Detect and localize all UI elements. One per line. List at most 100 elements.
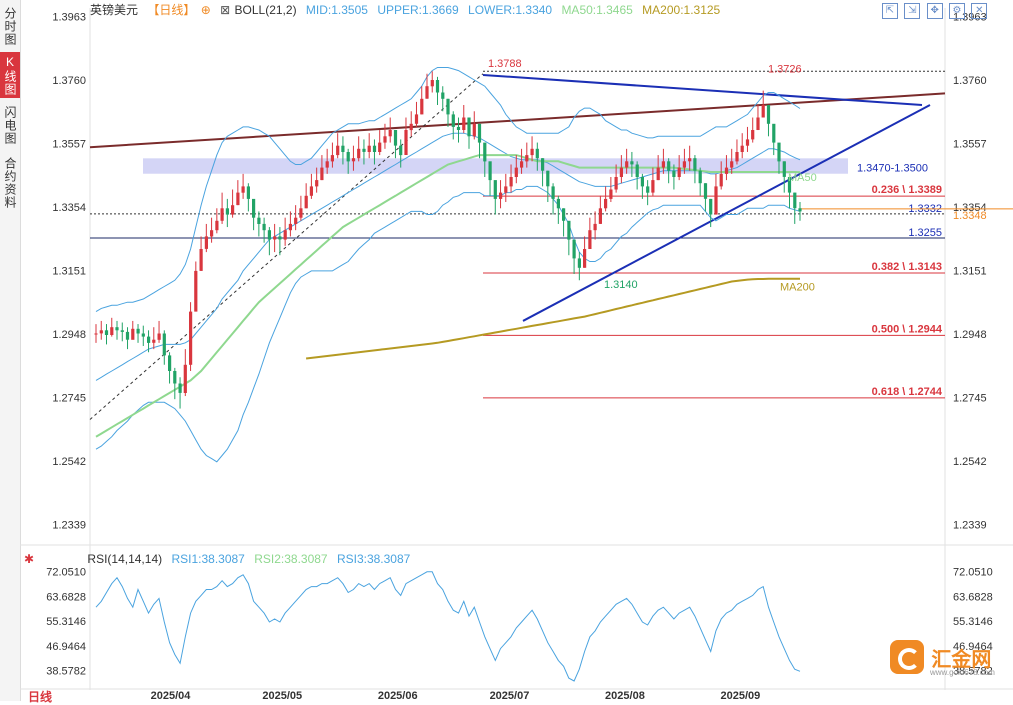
candle-body-97 (604, 198, 608, 209)
candle-body-71 (467, 117, 471, 137)
candle-body-130 (777, 142, 781, 162)
indicator-icon[interactable]: ⊠ (220, 3, 231, 17)
candle-body-31 (257, 217, 261, 224)
candle-body-29 (246, 186, 250, 199)
candle-body-96 (598, 208, 602, 224)
candle-body-26 (231, 205, 235, 215)
candle-body-45 (330, 155, 334, 162)
y-tick-left-2: 1.3557 (52, 139, 86, 151)
candle-body-20 (199, 249, 203, 271)
close-icon[interactable]: ✕ (971, 3, 988, 19)
shrink-icon[interactable]: ⇲ (904, 3, 921, 19)
logo-text: 汇金网 (931, 648, 992, 671)
candle-body-94 (588, 230, 592, 249)
candle-body-3 (110, 327, 114, 335)
fib-level-label-3: 0.618 \ 1.2744 (872, 386, 943, 398)
candle-body-58 (399, 145, 403, 156)
candle-body-46 (336, 145, 340, 156)
candle-body-67 (446, 98, 450, 115)
y-tick-left-7: 1.2542 (52, 456, 86, 468)
candle-body-5 (120, 330, 124, 332)
candle-body-68 (451, 114, 455, 127)
candle-body-69 (456, 126, 461, 130)
candle-body-6 (125, 331, 130, 340)
settings-icon[interactable]: ⚙ (949, 3, 966, 19)
y-tick-right-2: 1.3557 (953, 139, 987, 151)
candle-body-61 (414, 114, 419, 124)
candle-body-74 (483, 142, 487, 162)
candle-body-92 (577, 258, 581, 268)
rsi-tick-left-3: 46.9464 (46, 641, 86, 653)
expand-icon[interactable]: ⇱ (882, 3, 898, 19)
rsi-tick-left-4: 38.5782 (46, 665, 86, 677)
candle-body-84 (535, 148, 539, 159)
candle-body-85 (541, 158, 545, 171)
candle-body-82 (525, 155, 529, 162)
rsi-name[interactable]: RSI(14,14,14) (87, 552, 163, 566)
rising-support-line (522, 104, 931, 322)
candle-body-108 (661, 161, 665, 168)
candle-body-78 (504, 186, 508, 193)
ma200-line (305, 277, 800, 360)
y-tick-left-5: 1.2948 (52, 329, 86, 341)
y-tick-right-3: 1.3354 (953, 202, 987, 214)
boll-upper: UPPER:1.3669 (377, 3, 459, 17)
candle-body-57 (393, 130, 398, 146)
fib-level-label-1: 0.382 \ 1.3143 (872, 261, 942, 273)
ma50-tag: MA50 (788, 172, 817, 184)
candle-body-99 (614, 177, 618, 190)
sidebar: 分时图 K线图 闪电图 合约资料 (0, 0, 21, 701)
candle-body-95 (593, 223, 597, 231)
y-tick-left-8: 1.2339 (52, 520, 86, 532)
candle-body-52 (367, 145, 371, 152)
candle-body-70 (462, 117, 466, 130)
candle-body-79 (509, 177, 513, 187)
tab-flash[interactable]: 闪电图 (3, 105, 17, 145)
indicator-name[interactable]: BOLL(21,2) (234, 3, 297, 17)
candle-body-9 (141, 333, 145, 337)
tab-kline[interactable]: K线图 (0, 52, 20, 98)
candle-body-88 (556, 198, 560, 209)
rsi-tick-right-0: 72.0510 (953, 567, 993, 579)
candle-body-4 (115, 327, 119, 331)
candle-body-14 (168, 355, 172, 371)
candle-body-120 (724, 167, 729, 174)
rsi-tick-left-1: 63.6828 (46, 591, 86, 603)
candle-body-110 (672, 170, 676, 177)
candle-body-1 (99, 330, 103, 334)
candle-body-19 (194, 270, 198, 312)
candle-body-27 (236, 192, 240, 206)
rsi-settings-icon[interactable]: ✱ (24, 552, 35, 566)
logo-url: www.gold678.com (930, 668, 995, 677)
x-tick-4: 2025/08 (605, 690, 645, 701)
move-icon[interactable]: ✥ (926, 3, 943, 19)
current-price-label: 1.3348 (953, 210, 987, 222)
boll-lower-line (95, 185, 801, 463)
candle-body-89 (562, 208, 566, 221)
candle-body-106 (651, 180, 655, 193)
ma50-line (95, 154, 801, 438)
add-icon[interactable]: ⊕ (200, 3, 211, 17)
channel-line (89, 92, 946, 149)
y-tick-left-3: 1.3354 (52, 202, 86, 214)
candle-body-17 (183, 364, 187, 393)
candle-body-72 (472, 123, 476, 137)
candle-body-34 (273, 236, 277, 240)
candle-body-66 (441, 92, 445, 99)
tab-contract-info[interactable]: 合约资料 (3, 157, 17, 209)
candle-body-23 (215, 220, 219, 231)
candle-body-42 (315, 180, 319, 187)
period-tab[interactable]: 日线 (28, 690, 53, 704)
rsi-tick-left-0: 72.0510 (46, 567, 86, 579)
candle-body-50 (357, 148, 361, 159)
period-label[interactable]: 【日线】 (147, 3, 196, 17)
rsi2-value: RSI2:38.3087 (254, 552, 328, 566)
candle-body-131 (782, 161, 786, 177)
y-tick-right-8: 1.2339 (953, 520, 987, 532)
ma200-tag: MA200 (780, 282, 815, 294)
candle-body-12 (157, 333, 161, 340)
tab-timeshare[interactable]: 分时图 (3, 6, 17, 46)
chart-toolbar: ⇱ ⇲ ✥ ⚙ ✕ (882, 2, 990, 19)
candle-body-113 (688, 158, 692, 162)
